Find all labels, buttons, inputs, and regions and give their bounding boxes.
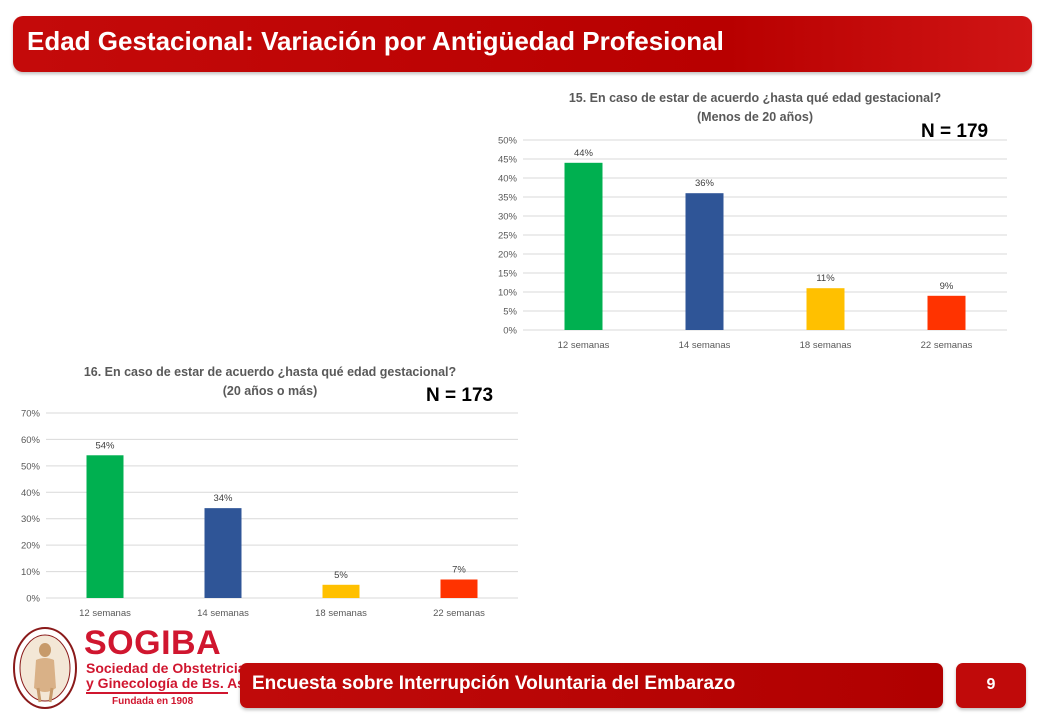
chart1-bar xyxy=(564,162,603,330)
chart2-category-label: 22 semanas xyxy=(433,608,485,619)
chart1-bar xyxy=(685,193,724,330)
chart1-ytick-label: 10% xyxy=(498,288,518,299)
footer-bar: Encuesta sobre Interrupción Voluntaria d… xyxy=(240,663,943,708)
chart2-data-label: 34% xyxy=(213,493,233,504)
logo-line1: Sociedad de Obstetricia xyxy=(86,660,246,676)
chart1-category-label: 12 semanas xyxy=(558,340,610,351)
chart1-n-label: N = 179 xyxy=(921,121,989,142)
chart1-category-label: 22 semanas xyxy=(921,340,973,351)
chart1-title-line2: (Menos de 20 años) xyxy=(697,110,813,124)
logo-divider xyxy=(86,692,228,694)
chart2-ytick-label: 70% xyxy=(21,409,41,420)
chart1-ytick-label: 25% xyxy=(498,231,518,242)
logo-line2: y Ginecología de Bs. As. xyxy=(86,675,249,691)
chart2-ytick-label: 40% xyxy=(21,488,41,499)
chart2-category-label: 14 semanas xyxy=(197,608,249,619)
chart1-ytick-label: 50% xyxy=(498,136,518,147)
page-number-box: 9 xyxy=(956,663,1026,708)
chart2-bar xyxy=(86,455,124,598)
chart2-bar xyxy=(322,584,360,598)
chart2-ytick-label: 10% xyxy=(21,567,41,578)
chart1-ytick-label: 5% xyxy=(503,307,517,318)
chart1-bar xyxy=(806,288,845,330)
chart2-category-label: 12 semanas xyxy=(79,608,131,619)
chart2-data-label: 7% xyxy=(452,565,466,576)
chart2-category-label: 18 semanas xyxy=(315,608,367,619)
chart1-data-label: 44% xyxy=(574,148,594,159)
chart1-ytick-label: 0% xyxy=(503,326,517,337)
chart1-category-label: 14 semanas xyxy=(679,340,731,351)
chart1-ytick-label: 30% xyxy=(498,212,518,223)
chart2-title-line1: 16. En caso de estar de acuerdo ¿hasta q… xyxy=(83,365,457,379)
chart1-category-label: 18 semanas xyxy=(800,340,852,351)
chart1-data-label: 11% xyxy=(816,273,835,284)
chart2-title-line2: (20 años o más) xyxy=(222,384,318,398)
logo-name: SOGIBA xyxy=(84,624,222,662)
chart2-ytick-label: 30% xyxy=(21,514,41,525)
chart1-data-label: 36% xyxy=(695,178,715,189)
chart1-title-line1: 15. En caso de estar de acuerdo ¿hasta q… xyxy=(568,91,942,105)
logo-founded: Fundada en 1908 xyxy=(112,696,194,707)
page-title: Edad Gestacional: Variación por Antigüed… xyxy=(27,26,724,56)
chart1-ytick-label: 15% xyxy=(498,269,518,280)
chart2-title: 16. En caso de estar de acuerdo ¿hasta q… xyxy=(60,363,480,401)
chart1-ytick-label: 45% xyxy=(498,155,518,166)
chart2-ytick-label: 20% xyxy=(21,541,41,552)
chart2-ytick-label: 0% xyxy=(26,594,40,605)
chart2-ytick-label: 50% xyxy=(21,461,41,472)
chart1-ytick-label: 40% xyxy=(498,174,518,185)
chart1-data-label: 9% xyxy=(940,281,954,292)
chart1-ytick-label: 35% xyxy=(498,193,518,204)
seal-icon xyxy=(13,627,77,709)
chart2-bar-chart: 0% 10% 20% 30% 40% 50% 60% 70% 54% 12 semanas 34% 1… xyxy=(21,409,518,619)
page-number: 9 xyxy=(986,676,996,693)
title-bar: Edad Gestacional: Variación por Antigüed… xyxy=(13,16,1032,72)
chart2-bar xyxy=(440,579,478,598)
chart2-data-label: 54% xyxy=(95,440,115,451)
footer-text: Encuesta sobre Interrupción Voluntaria d… xyxy=(252,673,736,694)
chart2-data-label: 5% xyxy=(334,570,348,581)
chart1-bar-chart: 0% 5% 10% 15% 20% 25% 30% 35% 40% 45% 50% 44% 12 sem… xyxy=(498,136,1007,351)
chart2-ytick-label: 60% xyxy=(21,435,41,446)
sogiba-logo: SOGIBA Sociedad de Obstetricia y Ginecol… xyxy=(8,622,249,714)
chart1-title: 15. En caso de estar de acuerdo ¿hasta q… xyxy=(540,89,970,127)
chart2-bar xyxy=(204,508,242,598)
chart1-bar xyxy=(927,295,966,330)
chart1-ytick-label: 20% xyxy=(498,250,518,261)
chart2-n-label: N = 173 xyxy=(426,385,494,406)
